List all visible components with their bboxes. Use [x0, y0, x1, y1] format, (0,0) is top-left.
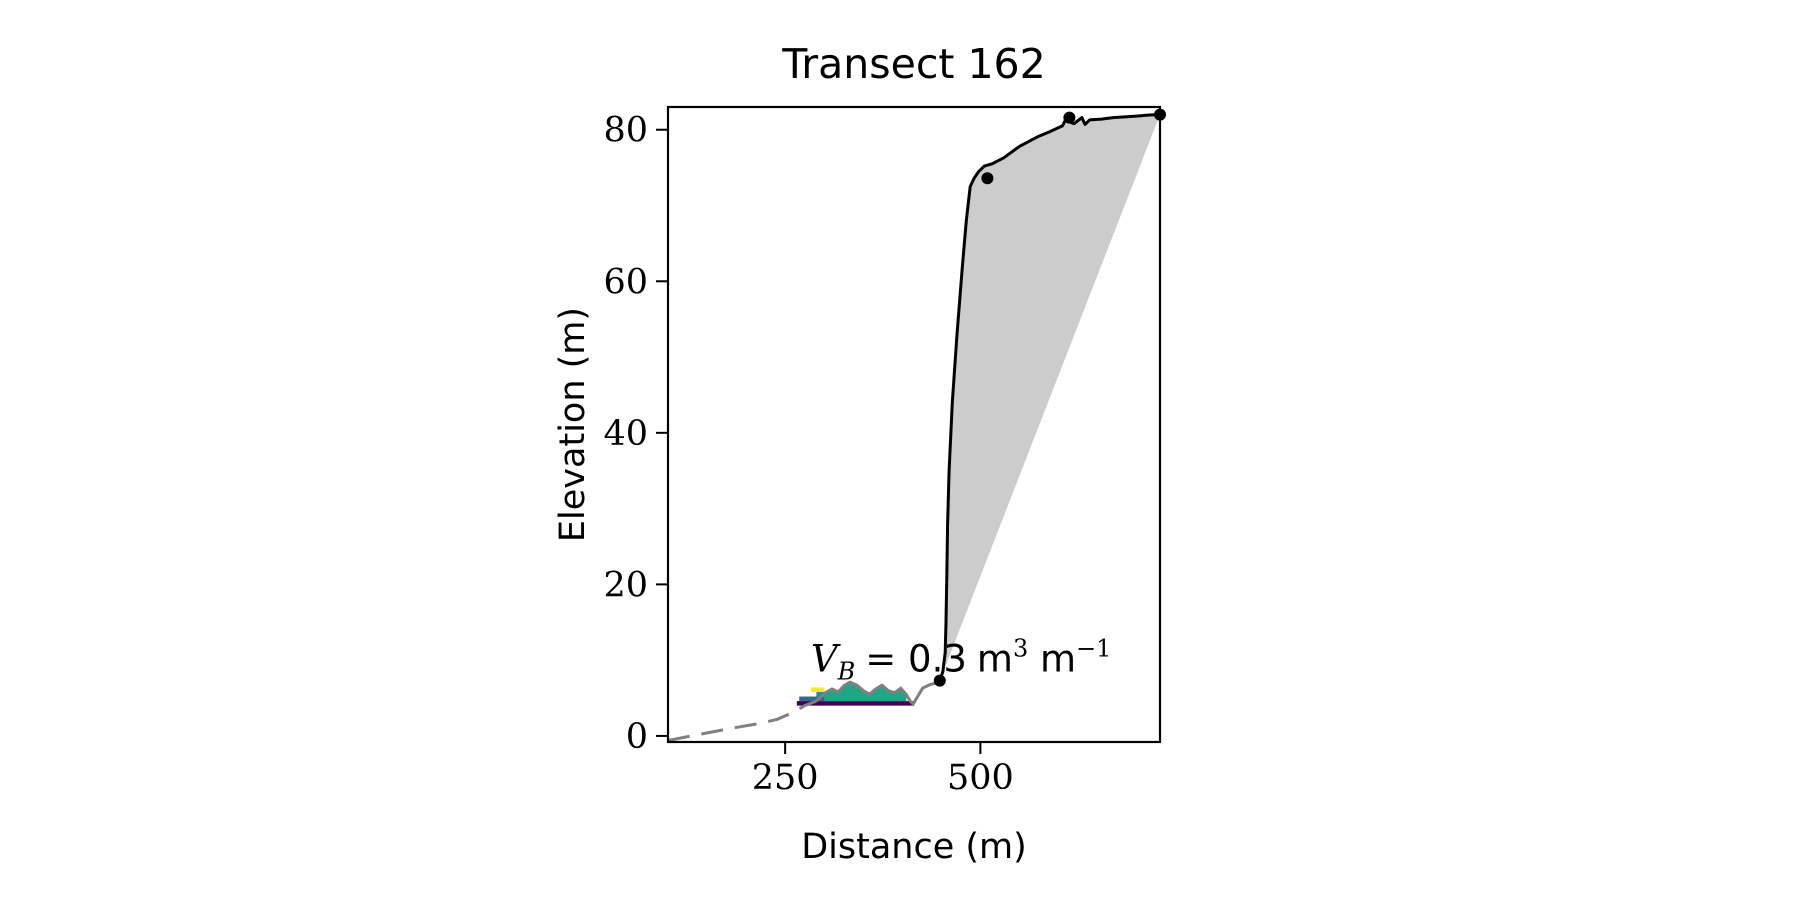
chart-title: Transect 162 — [781, 40, 1045, 88]
plot-clip-group — [668, 113, 1160, 742]
profile-beach-line — [815, 679, 941, 707]
annotation-subscript: B — [837, 658, 856, 686]
profile-marker-1 — [933, 674, 946, 687]
x-tick-label-500: 500 — [947, 758, 1014, 798]
annotation-unit-per-m: m — [1028, 638, 1076, 681]
x-tick-label-250: 250 — [752, 758, 819, 798]
profile-nearshore-line — [668, 699, 817, 742]
eroded-volume-area — [939, 114, 1160, 681]
profile-marker-3 — [1063, 111, 1076, 124]
y-tick-label-0: 0 — [626, 717, 648, 757]
volume-annotation: VB = 0.3 m3 m−1 — [811, 635, 1112, 686]
annotation-unit-m: m — [977, 638, 1013, 681]
y-tick-label-60: 60 — [603, 262, 648, 302]
y-axis-label: Elevation (m) — [553, 307, 593, 542]
y-tick-label-80: 80 — [603, 111, 648, 151]
profile-cliff-line — [938, 113, 1157, 682]
sediment-bar-4 — [810, 687, 825, 692]
annotation-symbol: V — [811, 638, 841, 681]
axes-frame — [666, 105, 1162, 744]
y-tick-label-40: 40 — [603, 414, 648, 454]
annotation-value: 0.3 — [908, 638, 967, 681]
profile-marker-2 — [981, 172, 994, 185]
annotation-equals: = — [865, 638, 908, 681]
sediment-bar-1 — [796, 701, 914, 706]
annotation-unit-per-exponent: −1 — [1076, 635, 1111, 663]
y-tick-label-20: 20 — [603, 565, 648, 605]
axis-ticks: 250 500 0 20 40 60 80 — [603, 111, 1013, 798]
annotation-unit-exponent: 3 — [1013, 635, 1028, 663]
x-axis-label: Distance (m) — [801, 827, 1027, 867]
